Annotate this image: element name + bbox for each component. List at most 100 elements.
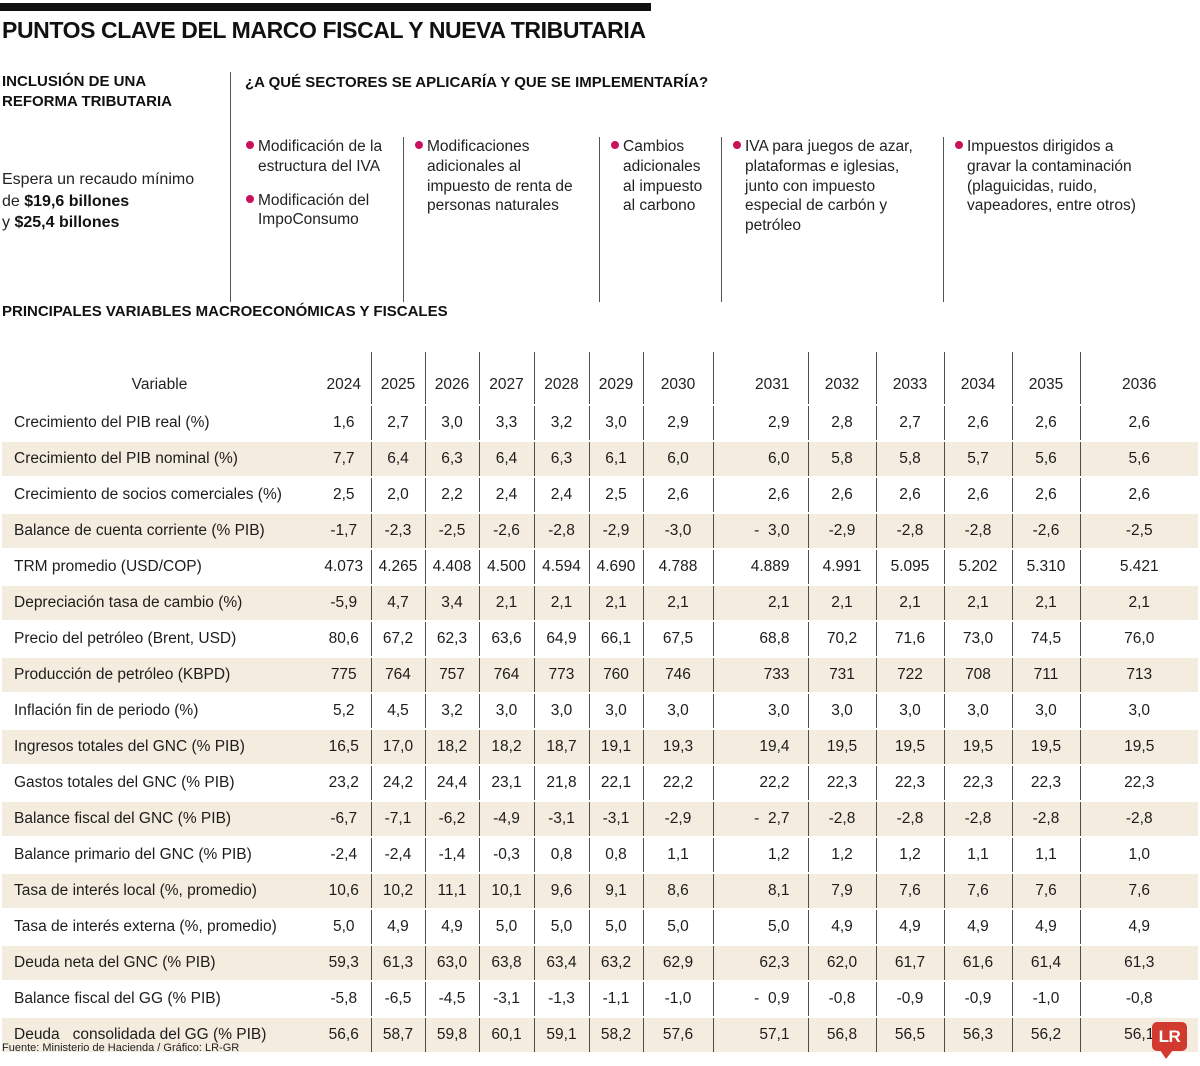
column-header-year: 2025 bbox=[370, 352, 425, 405]
variable-name-cell: Tasa de interés externa (%, promedio) bbox=[2, 908, 317, 945]
value-cell: 2,6 bbox=[1079, 404, 1198, 441]
value-cell: 3,0 bbox=[1011, 692, 1080, 729]
value-cell: 19,5 bbox=[875, 728, 944, 765]
value-cell: 60,1 bbox=[478, 1016, 534, 1052]
value-cell: 10,1 bbox=[478, 872, 534, 909]
table-row: Gastos totales del GNC (% PIB) 23,2 24,2 24… bbox=[2, 764, 1198, 801]
value-cell: 63,2 bbox=[588, 944, 643, 981]
value-cell: 70,2 bbox=[807, 620, 876, 657]
bullet-dot-icon bbox=[733, 141, 741, 149]
value-cell: 3,4 bbox=[424, 584, 479, 621]
value-cell: -1,3 bbox=[533, 980, 589, 1017]
value-cell: -6,7 bbox=[317, 800, 371, 837]
value-cell: 56,6 bbox=[317, 1016, 371, 1052]
value-cell: 17,0 bbox=[370, 728, 425, 765]
value-cell: 1,1 bbox=[642, 836, 713, 873]
variable-name-cell: Tasa de interés local (%, promedio) bbox=[2, 872, 317, 909]
value-cell: -2,3 bbox=[370, 512, 425, 549]
sector-column-4: IVA para juegos de azar, plataformas e i… bbox=[721, 137, 943, 302]
value-cell: 18,7 bbox=[533, 728, 589, 765]
variable-name-cell: Inflación fin de periodo (%) bbox=[2, 692, 317, 729]
value-cell: 0,8 bbox=[588, 836, 643, 873]
variable-name-cell: TRM promedio (USD/COP) bbox=[2, 548, 317, 585]
sector-bullet-text: Modificación del ImpoConsumo bbox=[258, 191, 370, 229]
value-cell: 73,0 bbox=[943, 620, 1012, 657]
bullet-dot-icon bbox=[415, 141, 423, 149]
sector-bullet: Modificación del ImpoConsumo bbox=[246, 191, 391, 231]
value-cell: 3,0 bbox=[807, 692, 876, 729]
value-cell: 4,9 bbox=[943, 908, 1012, 945]
intro-section: INCLUSIÓN DE UNA REFORMA TRIBUTARIA Espe… bbox=[2, 72, 1196, 302]
variable-name-cell: Balance de cuenta corriente (% PIB) bbox=[2, 512, 317, 549]
value-cell: -3,0 bbox=[642, 512, 713, 549]
value-cell: -2,8 bbox=[1079, 800, 1198, 837]
sector-bullet-text: IVA para juegos de azar, plataformas e i… bbox=[745, 138, 913, 235]
value-cell: -1,0 bbox=[1011, 980, 1080, 1017]
column-header-year: 2034 bbox=[943, 352, 1012, 405]
value-cell: 5,0 bbox=[533, 908, 589, 945]
value-cell: 7,6 bbox=[875, 872, 944, 909]
value-cell: -3,1 bbox=[478, 980, 534, 1017]
value-cell: 5,0 bbox=[712, 908, 808, 945]
value-cell: 2,6 bbox=[807, 476, 876, 513]
value-cell: 62,0 bbox=[807, 944, 876, 981]
value-cell: 3,0 bbox=[712, 692, 808, 729]
value-cell: 19,5 bbox=[807, 728, 876, 765]
variable-name-cell: Balance fiscal del GNC (% PIB) bbox=[2, 800, 317, 837]
value-cell: 76,0 bbox=[1079, 620, 1198, 657]
reform-amount-min: $19,6 billones bbox=[24, 192, 130, 210]
value-cell: 58,2 bbox=[588, 1016, 643, 1052]
value-cell: 731 bbox=[807, 656, 876, 693]
value-cell: -2,8 bbox=[875, 800, 944, 837]
value-cell: 2,7 bbox=[875, 404, 944, 441]
value-cell: 67,5 bbox=[642, 620, 713, 657]
value-cell: 61,3 bbox=[1079, 944, 1198, 981]
value-cell: 3,0 bbox=[424, 404, 479, 441]
value-cell: 2,6 bbox=[712, 476, 808, 513]
value-cell: 62,9 bbox=[642, 944, 713, 981]
value-cell: 11,1 bbox=[424, 872, 479, 909]
reform-line2-prefix: de bbox=[2, 192, 25, 210]
value-cell: 80,6 bbox=[317, 620, 371, 657]
value-cell: 71,6 bbox=[875, 620, 944, 657]
sector-bullet-text: Cambios adicionales al impuesto al carbo… bbox=[623, 138, 703, 215]
value-cell: 59,3 bbox=[317, 944, 371, 981]
value-cell: - 3,0 bbox=[712, 512, 808, 549]
bullet-dot-icon bbox=[611, 141, 619, 149]
table-row: Ingresos totales del GNC (% PIB) 16,5 17,0… bbox=[2, 728, 1198, 765]
sector-bullet-text: Modificaciones adicionales al impuesto d… bbox=[427, 138, 573, 215]
value-cell: 61,6 bbox=[943, 944, 1012, 981]
value-cell: 8,6 bbox=[642, 872, 713, 909]
variable-name-cell: Depreciación tasa de cambio (%) bbox=[2, 584, 317, 621]
value-cell: 5,6 bbox=[1079, 440, 1198, 477]
reform-amount-max: $25,4 billones bbox=[14, 214, 120, 232]
source-credit: Fuente: Ministerio de Hacienda / Gráfico… bbox=[2, 1042, 240, 1054]
value-cell: -0,9 bbox=[875, 980, 944, 1017]
column-header-variable: Variable bbox=[131, 376, 188, 393]
value-cell: 19,4 bbox=[712, 728, 808, 765]
sector-column-1: Modificación de la estructura del IVA Mo… bbox=[245, 137, 403, 302]
value-cell: 2,6 bbox=[1011, 404, 1080, 441]
value-cell: -0,8 bbox=[1079, 980, 1198, 1017]
value-cell: -2,9 bbox=[807, 512, 876, 549]
value-cell: 5,6 bbox=[1011, 440, 1080, 477]
variable-name-cell: Deuda neta del GNC (% PIB) bbox=[2, 944, 317, 981]
value-cell: 19,5 bbox=[943, 728, 1012, 765]
value-cell: 56,8 bbox=[807, 1016, 876, 1052]
value-cell: 63,6 bbox=[478, 620, 534, 657]
value-cell: 56,3 bbox=[943, 1016, 1012, 1052]
value-cell: 5.202 bbox=[943, 548, 1012, 585]
value-cell: 733 bbox=[712, 656, 808, 693]
value-cell: 2,6 bbox=[943, 476, 1012, 513]
value-cell: 4,5 bbox=[370, 692, 425, 729]
table-row: Balance fiscal del GG (% PIB) -5,8 -6,5 -4,… bbox=[2, 980, 1198, 1017]
value-cell: -3,1 bbox=[588, 800, 643, 837]
value-cell: 2,6 bbox=[1011, 476, 1080, 513]
value-cell: 4,9 bbox=[1011, 908, 1080, 945]
value-cell: -7,1 bbox=[370, 800, 425, 837]
value-cell: 2,4 bbox=[533, 476, 589, 513]
value-cell: -5,8 bbox=[317, 980, 371, 1017]
value-cell: 3,3 bbox=[478, 404, 534, 441]
table-row: Tasa de interés externa (%, promedio) 5,0… bbox=[2, 908, 1198, 945]
